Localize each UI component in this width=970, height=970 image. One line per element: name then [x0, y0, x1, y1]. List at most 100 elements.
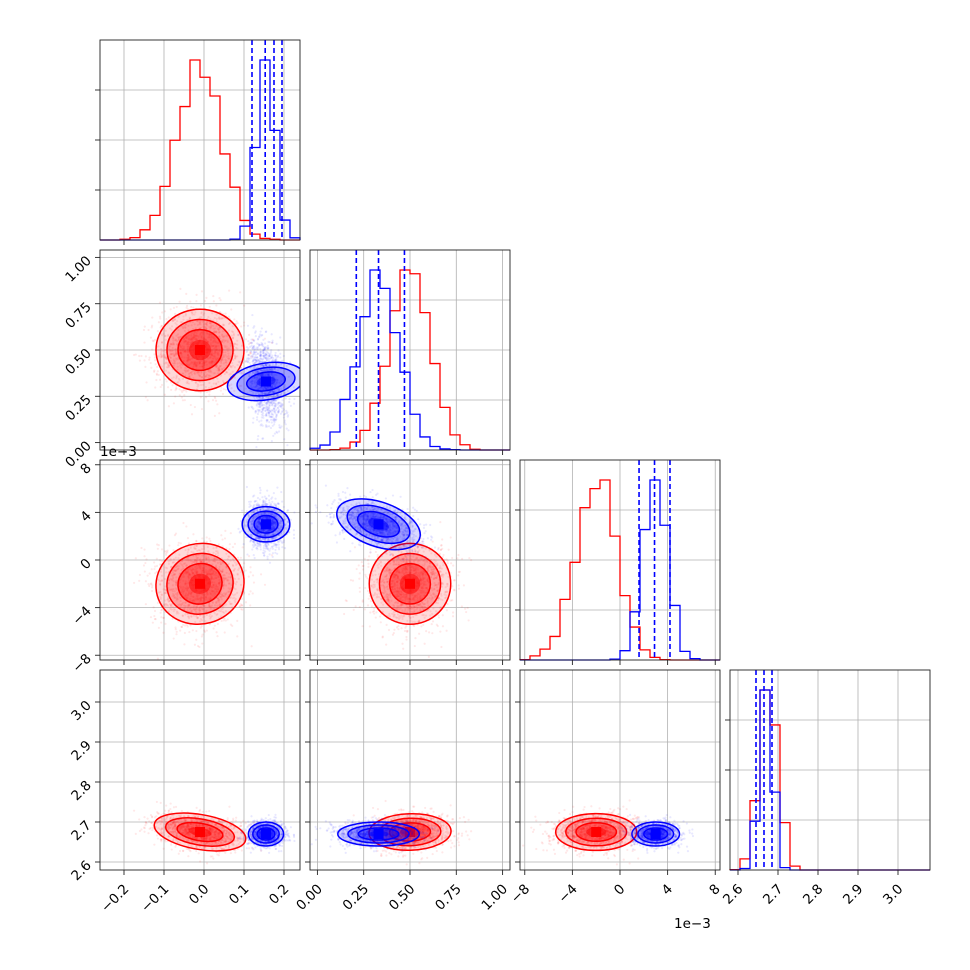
sample-point — [169, 327, 172, 330]
sample-point — [168, 349, 172, 352]
sample-point — [208, 325, 211, 328]
sample-point — [183, 366, 187, 369]
sample-point — [219, 563, 222, 566]
sample-point — [175, 334, 178, 337]
sample-point — [247, 575, 250, 578]
sample-point — [138, 354, 141, 358]
sample-point — [215, 564, 218, 567]
sample-point — [203, 363, 206, 366]
sample-point — [203, 361, 206, 364]
sample-point — [271, 341, 274, 344]
sample-point — [270, 400, 273, 403]
sample-point — [275, 430, 278, 433]
sample-point — [154, 572, 157, 575]
sample-point — [276, 502, 280, 505]
sample-point — [183, 631, 186, 635]
sample-point — [258, 357, 261, 361]
sample-point — [203, 599, 206, 602]
sample-point — [261, 397, 265, 400]
sample-point — [187, 324, 190, 327]
sample-point — [269, 386, 272, 389]
sample-point — [209, 326, 213, 329]
sample-point — [169, 343, 172, 346]
sample-point — [220, 386, 223, 389]
sample-point — [200, 407, 204, 411]
sample-point — [201, 537, 204, 540]
sample-point — [286, 415, 289, 418]
sample-point — [149, 616, 153, 619]
sample-point — [187, 357, 190, 360]
sample-point — [177, 377, 181, 381]
sample-point — [190, 361, 193, 364]
sample-point — [172, 319, 175, 322]
sample-point — [215, 357, 218, 360]
sample-point — [248, 593, 251, 596]
sample-point — [132, 353, 136, 357]
sample-point — [221, 368, 224, 371]
sample-point — [241, 344, 244, 347]
sample-point — [275, 378, 278, 381]
sample-point — [259, 374, 262, 377]
sample-point — [264, 356, 267, 359]
sample-point — [164, 622, 167, 625]
sample-point — [285, 409, 288, 412]
sample-point — [153, 609, 157, 613]
sample-point — [284, 391, 287, 394]
sample-point — [215, 348, 218, 351]
sample-point — [194, 620, 197, 624]
sample-point — [176, 357, 179, 360]
sample-point — [263, 495, 266, 498]
sample-point — [267, 373, 270, 376]
sample-point — [187, 343, 190, 346]
sample-point — [253, 376, 256, 379]
sample-point — [180, 353, 183, 357]
sample-point — [190, 373, 194, 376]
sample-point — [193, 561, 196, 564]
sample-point — [265, 357, 268, 360]
sample-point — [279, 336, 282, 339]
sample-point — [184, 548, 187, 552]
sample-point — [160, 621, 163, 624]
histogram-series-0 — [100, 59, 300, 241]
sample-point — [272, 390, 275, 393]
sample-point — [259, 354, 262, 357]
sample-point — [209, 344, 213, 347]
sample-point — [224, 593, 227, 596]
sample-point — [277, 410, 280, 413]
sample-point — [246, 349, 249, 352]
sample-point — [201, 365, 204, 369]
sample-point — [262, 392, 265, 395]
sample-point — [213, 316, 216, 320]
sample-point — [171, 319, 174, 323]
sample-point — [268, 358, 271, 361]
sample-point — [271, 369, 274, 372]
sample-point — [216, 597, 219, 600]
sample-point — [155, 372, 158, 375]
sample-point — [212, 551, 215, 554]
sample-point — [159, 597, 162, 600]
sample-point — [280, 402, 283, 405]
sample-point — [232, 358, 235, 362]
sample-point — [173, 312, 177, 315]
sample-point — [265, 364, 268, 367]
sample-point — [201, 331, 204, 334]
sample-point — [163, 393, 166, 396]
sample-point — [167, 345, 170, 348]
sample-point — [177, 336, 180, 339]
sample-point — [260, 368, 263, 371]
sample-point — [214, 345, 218, 349]
sample-point — [271, 369, 274, 372]
sample-point — [158, 315, 162, 318]
sample-point — [198, 361, 202, 365]
sample-point — [162, 616, 165, 620]
sample-point — [256, 369, 259, 372]
sample-point — [263, 356, 267, 359]
sample-point — [271, 367, 274, 370]
sample-point — [185, 587, 188, 590]
sample-point — [269, 368, 272, 371]
sample-point — [263, 403, 266, 407]
sample-point — [248, 361, 251, 364]
sample-point — [179, 352, 182, 355]
sample-point — [166, 386, 170, 389]
sample-point — [224, 339, 227, 342]
